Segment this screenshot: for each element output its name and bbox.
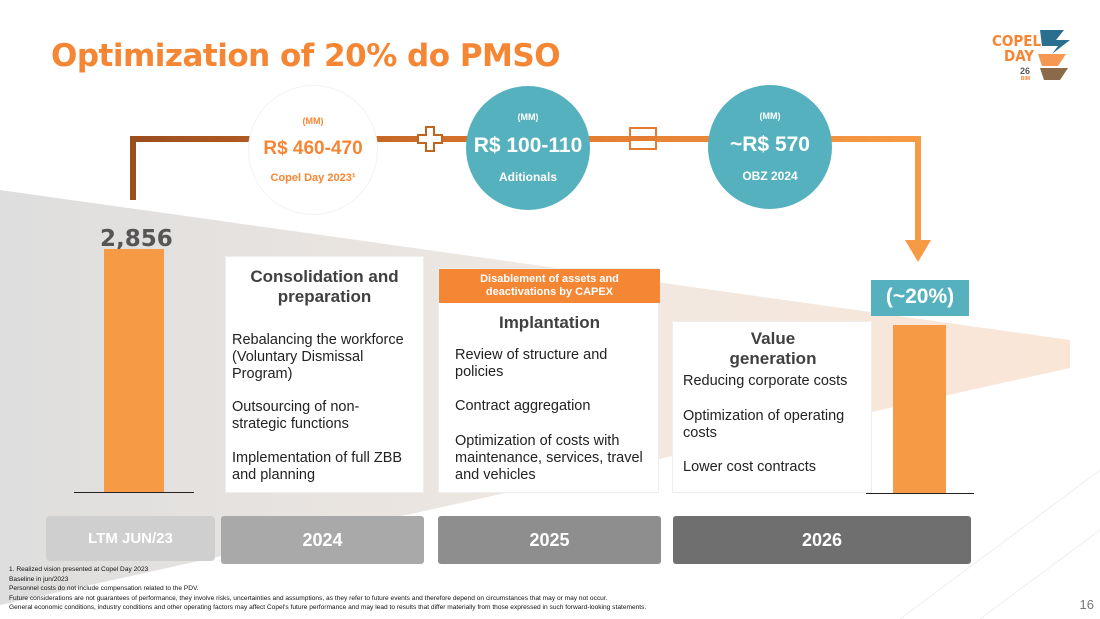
- circle-subtitle: OBZ 2024: [742, 169, 798, 183]
- circle-value: ~R$ 570: [730, 133, 810, 156]
- circle-unit: (MM): [302, 116, 324, 126]
- equals-icon: [629, 127, 657, 150]
- year-ltm: LTM JUN/23: [46, 516, 215, 561]
- card-item: Review of structure and policies: [455, 347, 608, 380]
- card-item: Lower cost contracts: [683, 459, 816, 475]
- card-item: Optimization of operating costs: [683, 408, 845, 441]
- circle-copel-day-2023: (MM) R$ 460-470 Copel Day 2023¹: [249, 86, 377, 214]
- card-item: Reducing corporate costs: [683, 373, 848, 389]
- circle-value: R$ 100-110: [473, 134, 583, 157]
- footnote: Personnel costs do not include compensat…: [9, 585, 199, 592]
- ltm-baseline: [74, 492, 194, 493]
- logo-sub: 26 BIM: [1020, 66, 1030, 82]
- plus-icon: [417, 126, 443, 152]
- ltm-value: 2,856: [100, 226, 173, 252]
- card-item: Optimization of costs with maintenance, …: [455, 433, 643, 483]
- footnote: Baseline in jun/2023: [9, 576, 69, 583]
- card-heading: Implantation: [498, 313, 601, 332]
- card-2025: Disablement of assets and deactivations …: [438, 268, 660, 493]
- page-number: 16: [1079, 597, 1094, 612]
- logo-bolt-icon: [1038, 30, 1070, 80]
- circle-subtitle: Copel Day 2023¹: [270, 172, 356, 184]
- circle-additionals: (MM) R$ 100-110 Aditionals: [466, 86, 590, 210]
- logo-line3: 26: [1020, 66, 1031, 76]
- bar-2026-baseline: [866, 493, 974, 494]
- card-item: Outsourcing of non-strategic functions: [232, 399, 360, 432]
- circle-unit: (MM): [759, 111, 781, 121]
- footnote: General economic conditions, industry co…: [9, 604, 647, 611]
- circle-value: R$ 460-470: [263, 138, 363, 159]
- logo-text: COPEL DAY: [992, 32, 1042, 65]
- card-heading: Value generation: [729, 329, 817, 368]
- card-2024: Consolidation and preparation Rebalancin…: [225, 256, 424, 493]
- circle-obz-2024: (MM) ~R$ 570 OBZ 2024: [708, 85, 832, 209]
- footnote: Future considerations are not guarantees…: [9, 595, 608, 602]
- card-tag: Disablement of assets and deactivations …: [439, 269, 660, 303]
- card-item: Contract aggregation: [455, 398, 591, 414]
- year-2026: 2026: [673, 516, 971, 564]
- reduction-badge: (~20%): [871, 280, 969, 316]
- footnote: 1. Realized vision presented at Copel Da…: [9, 566, 149, 573]
- ltm-bar: [104, 249, 164, 493]
- logo-line2: DAY: [1004, 47, 1034, 65]
- circle-subtitle: Aditionals: [498, 170, 557, 184]
- card-item: Implementation of full ZBB and planning: [232, 450, 403, 483]
- copel-day-logo: COPEL DAY 26 BIM: [992, 26, 1072, 84]
- logo-line1: COPEL: [992, 32, 1042, 50]
- year-2025: 2025: [438, 516, 661, 564]
- year-2024: 2024: [221, 516, 424, 564]
- card-heading: Consolidation and preparation: [250, 267, 399, 306]
- card-2026: Value generation Reducing corporate cost…: [672, 321, 872, 493]
- page-title: Optimization of 20% do PMSO: [51, 38, 561, 74]
- circle-unit: (MM): [517, 112, 539, 122]
- logo-line4: BIM: [1020, 76, 1031, 82]
- card-item: Rebalancing the workforce (Voluntary Dis…: [232, 332, 404, 382]
- bar-2026: [893, 325, 946, 493]
